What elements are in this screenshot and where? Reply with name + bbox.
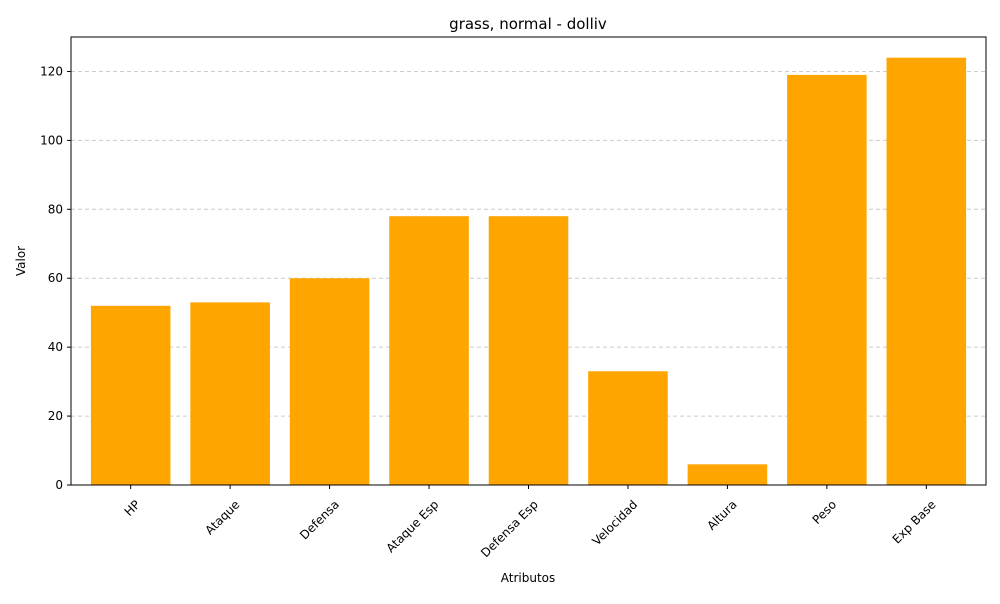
bar-peso — [787, 74, 867, 486]
x-axis-ticks: HP Ataque Defensa Ataque Esp Defensa Esp Velo… — [122, 485, 939, 560]
y-tick-label: 40 — [48, 340, 63, 354]
x-tick-label: Exp Base — [890, 497, 939, 546]
x-tick-label: Ataque Esp — [383, 497, 441, 555]
bar-ataque — [190, 302, 270, 485]
bar-defensa — [289, 278, 370, 485]
y-tick-label: 60 — [48, 271, 63, 285]
bars — [90, 57, 967, 486]
y-tick-label: 100 — [40, 133, 63, 147]
y-axis-ticks: 0 20 40 60 80 100 120 — [40, 64, 71, 492]
plot-frame — [70, 36, 987, 486]
bar-defensa-esp — [488, 216, 569, 485]
y-tick-label: 120 — [40, 64, 63, 78]
x-tick-label: Ataque — [202, 497, 242, 537]
chart-title: grass, normal - dolliv — [449, 15, 607, 33]
x-tick-label: HP — [122, 497, 143, 518]
y-tick-label: 80 — [48, 202, 63, 216]
y-axis-label: Valor — [14, 246, 28, 276]
x-tick-label: Velocidad — [589, 497, 640, 548]
bar-hp — [90, 305, 171, 485]
bar-exp-base — [886, 57, 967, 486]
x-axis-label: Atributos — [501, 571, 556, 585]
bar-ataque-esp — [389, 216, 469, 485]
y-tick-label: 0 — [55, 478, 63, 492]
y-tick-label: 20 — [48, 409, 63, 423]
x-tick-label: Altura — [704, 497, 739, 532]
x-tick-label: Peso — [810, 497, 840, 527]
bar-altura — [687, 464, 768, 485]
bar-velocidad — [588, 371, 668, 485]
x-tick-label: Defensa — [297, 497, 342, 542]
x-tick-label: Defensa Esp — [478, 497, 541, 560]
